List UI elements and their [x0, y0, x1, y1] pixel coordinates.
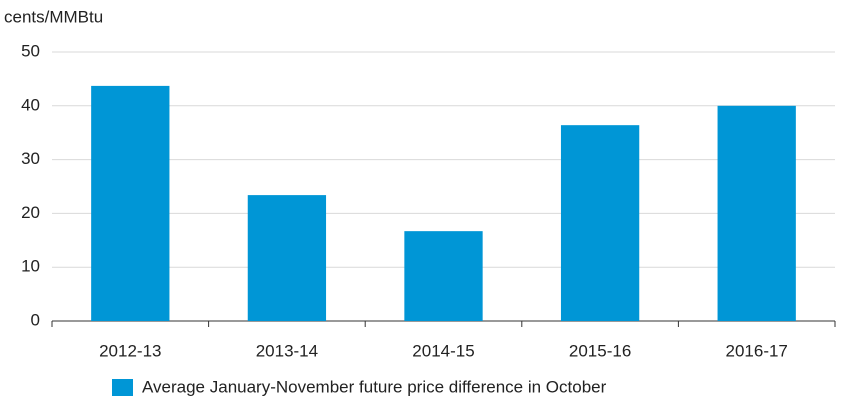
y-tick-label: 20 — [21, 203, 40, 222]
x-tick-label: 2013-14 — [256, 341, 318, 360]
legend-label: Average January-November future price di… — [142, 377, 607, 396]
y-axis-label: cents/MMBtu — [4, 7, 103, 26]
legend-swatch — [112, 379, 133, 396]
x-tick-label: 2014-15 — [412, 341, 474, 360]
bar — [717, 105, 796, 321]
y-tick-label: 30 — [21, 149, 40, 168]
y-tick-label: 40 — [21, 95, 40, 114]
bar — [91, 85, 170, 321]
bar — [247, 195, 327, 321]
x-tick-label: 2016-17 — [726, 341, 788, 360]
x-tick-label: 2015-16 — [569, 341, 631, 360]
y-tick-label: 50 — [21, 41, 40, 60]
bar — [560, 125, 640, 321]
bar — [404, 231, 483, 321]
x-tick-label: 2012-13 — [99, 341, 161, 360]
y-tick-label: 0 — [31, 310, 40, 329]
y-tick-label: 10 — [21, 257, 40, 276]
